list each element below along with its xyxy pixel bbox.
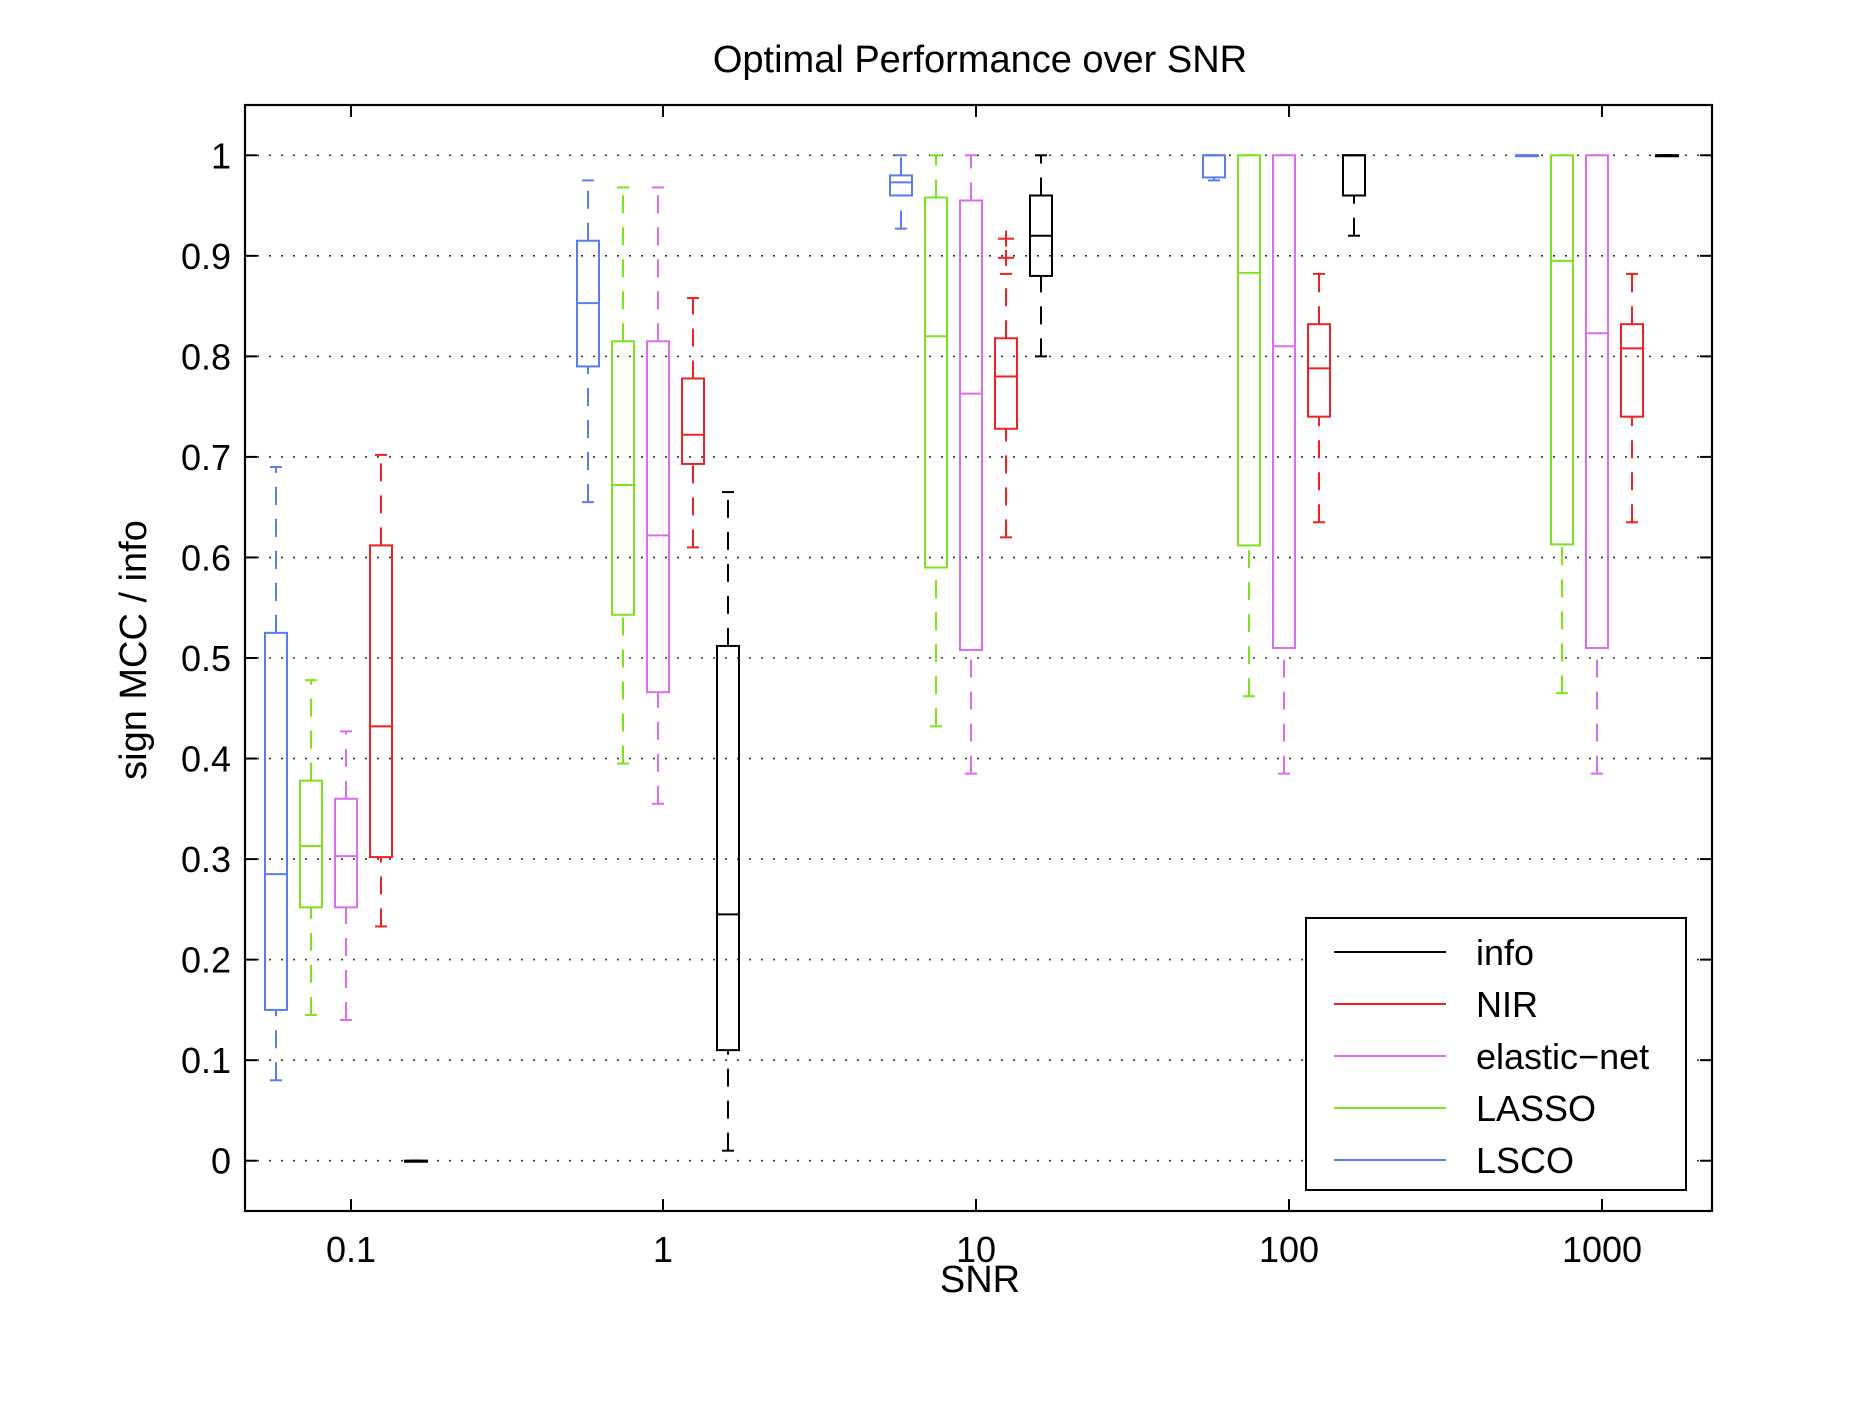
box-iqr	[334, 797, 358, 909]
box-iqr	[889, 174, 913, 197]
box-iqr	[924, 196, 948, 569]
legend-label: LSCO	[1476, 1140, 1574, 1181]
box-iqr	[1620, 323, 1644, 418]
boxes	[264, 154, 1679, 1163]
box-LASSO-0.1	[299, 679, 323, 1016]
box-LASSO-100	[1237, 154, 1261, 698]
box-NIR-1000	[1620, 272, 1644, 524]
box-info-1	[716, 491, 740, 1152]
box-iqr	[299, 779, 323, 909]
box-iqr	[264, 631, 288, 1011]
box-iqr	[1237, 154, 1261, 547]
y-tick-label: 0.8	[181, 336, 231, 377]
box-iqr	[681, 377, 705, 465]
box-NIR-10	[994, 230, 1018, 539]
x-tick-label: 10	[956, 1229, 996, 1270]
axes: 0 0.1 0.2 0.3 0.4 0.5 0.6 0.7 0.8 0.9 1 0.1 1 10 100 10…	[181, 103, 1714, 1270]
plot-frame	[243, 103, 1714, 1213]
x-axis-label: SNR	[940, 1259, 1020, 1301]
box-LSCO-1	[576, 179, 600, 504]
box-LASSO-1000	[1550, 154, 1574, 695]
y-tick-label: 0.5	[181, 638, 231, 679]
box-elastic−net-10	[959, 154, 983, 775]
x-tick-label: 0.1	[326, 1229, 376, 1270]
box-info-10	[1029, 154, 1053, 358]
box-iqr	[1585, 154, 1609, 649]
box-elastic−net-1000	[1585, 154, 1609, 775]
box-iqr	[611, 340, 635, 616]
y-tick-label: 1	[211, 135, 231, 176]
box-NIR-100	[1307, 272, 1331, 524]
grid-lines	[245, 154, 1712, 1162]
box-iqr	[1550, 154, 1574, 546]
x-tick-label: 1	[653, 1229, 673, 1270]
box-elastic−net-100	[1272, 154, 1296, 775]
box-iqr	[646, 340, 670, 694]
y-tick-label: 0.3	[181, 839, 231, 880]
y-tick-label: 0	[211, 1141, 231, 1182]
x-tick-label: 100	[1259, 1229, 1319, 1270]
box-info-0.1	[404, 1159, 428, 1163]
box-NIR-0.1	[369, 453, 393, 928]
box-NIR-1	[681, 297, 705, 549]
box-iqr	[369, 544, 393, 859]
box-iqr	[959, 199, 983, 651]
box-iqr	[1272, 154, 1296, 649]
box-iqr	[994, 337, 1018, 430]
legend-label: NIR	[1476, 984, 1538, 1025]
y-tick-label: 0.1	[181, 1040, 231, 1081]
legend-label: LASSO	[1476, 1088, 1596, 1129]
box-LSCO-10	[889, 154, 913, 230]
y-tick-label: 0.4	[181, 739, 231, 780]
box-elastic−net-1	[646, 186, 670, 805]
x-tick-label: 1000	[1562, 1229, 1642, 1270]
box-LSCO-0.1	[264, 465, 288, 1082]
box-iqr	[1307, 323, 1331, 418]
box-LASSO-10	[924, 154, 948, 728]
y-tick-label: 0.6	[181, 537, 231, 578]
legend-label: elastic−net	[1476, 1036, 1649, 1077]
box-LSCO-1000	[1515, 154, 1539, 158]
box-iqr	[1202, 154, 1226, 179]
y-axis-label: sign MCC / info	[113, 520, 155, 780]
y-tick-label: 0.9	[181, 236, 231, 277]
box-LASSO-1	[611, 186, 635, 765]
box-elastic−net-0.1	[334, 730, 358, 1021]
box-info-1000	[1655, 154, 1679, 158]
y-tick-label: 0.2	[181, 940, 231, 981]
chart-title: Optimal Performance over SNR	[713, 39, 1247, 81]
legend-label: info	[1476, 932, 1534, 973]
box-iqr	[1342, 154, 1366, 197]
box-info-100	[1342, 154, 1366, 237]
legend-box	[1305, 917, 1687, 1191]
legend: info NIR elastic−net LASSO LSCO	[1305, 917, 1687, 1191]
box-iqr	[716, 644, 740, 1052]
box-LSCO-100	[1202, 154, 1226, 182]
y-tick-label: 0.7	[181, 437, 231, 478]
